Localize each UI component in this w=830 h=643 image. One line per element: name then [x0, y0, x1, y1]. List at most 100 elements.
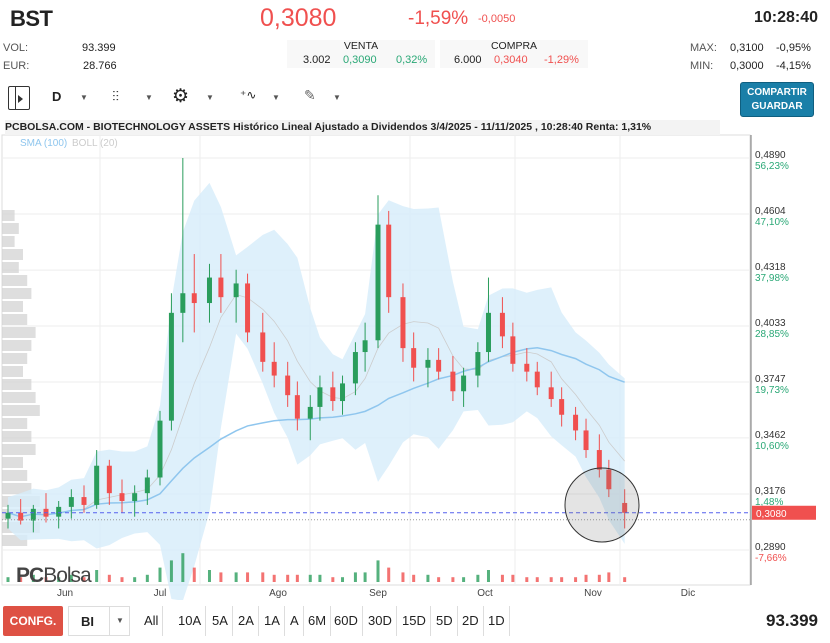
- y-tick-label: 0,2890: [755, 542, 786, 553]
- candle-body: [362, 340, 368, 353]
- period-2d[interactable]: 2D: [458, 606, 484, 636]
- max-pct: -0,95%: [776, 42, 811, 54]
- candle-body: [119, 493, 125, 501]
- volume-bar: [286, 574, 290, 582]
- volume-profile-bar: [2, 223, 19, 234]
- candle-body: [294, 395, 300, 419]
- x-tick-label: Dic: [681, 588, 695, 599]
- candle-body: [260, 332, 266, 362]
- compra-price: 0,3040: [494, 54, 528, 66]
- volume-bar: [133, 577, 137, 582]
- max-value: 0,3100: [730, 42, 764, 54]
- volume-bar: [623, 577, 627, 582]
- volume-profile-bar: [2, 392, 36, 403]
- volume-profile-bar: [2, 535, 28, 546]
- period-2a[interactable]: 2A: [234, 606, 259, 636]
- candle-body: [94, 465, 100, 505]
- venta-panel: VENTA 3.002 0,3090 0,32%: [287, 40, 435, 68]
- x-tick-label: Sep: [369, 588, 387, 599]
- volume-bar: [535, 577, 539, 582]
- period-10a[interactable]: 10A: [174, 606, 207, 636]
- vol-label: VOL:: [3, 42, 29, 54]
- volume-bar: [607, 572, 611, 582]
- candle-body: [386, 224, 392, 298]
- volume-bar: [476, 574, 480, 582]
- volume-bar: [6, 577, 10, 582]
- share-save-button[interactable]: COMPARTIR GUARDAR: [740, 82, 814, 117]
- candle-body: [271, 361, 277, 376]
- period-select[interactable]: D: [52, 89, 62, 104]
- save-label[interactable]: GUARDAR: [751, 101, 803, 112]
- period-6m[interactable]: 6M: [304, 606, 332, 636]
- volume-bar: [272, 574, 276, 582]
- volume-bar: [549, 577, 553, 582]
- period-60d[interactable]: 60D: [330, 606, 363, 636]
- time: 10:28:40: [753, 9, 818, 26]
- candle-body: [352, 352, 358, 384]
- candle-body: [180, 293, 186, 313]
- volume-profile-bar: [2, 301, 23, 312]
- volume-profile-bar: [2, 418, 28, 429]
- chevron-down-icon[interactable]: ▼: [80, 93, 88, 102]
- volume-bar: [597, 574, 601, 582]
- candle-body: [475, 352, 481, 376]
- period-5d[interactable]: 5D: [432, 606, 458, 636]
- chevron-down-icon[interactable]: ▼: [272, 93, 280, 102]
- volume-bar: [341, 577, 345, 582]
- last-price-tag-label: 0,3080: [756, 509, 787, 520]
- period-15d[interactable]: 15D: [398, 606, 431, 636]
- volume-profile-bar: [2, 327, 36, 338]
- chevron-down-icon[interactable]: ▼: [109, 607, 130, 635]
- period-1a[interactable]: 1A: [260, 606, 285, 636]
- panel-toggle-icon[interactable]: [8, 86, 30, 110]
- volume-bar: [462, 577, 466, 582]
- period-5a[interactable]: 5A: [208, 606, 233, 636]
- volume-bar: [412, 574, 416, 582]
- candle-body: [375, 224, 381, 341]
- candle-body: [559, 399, 565, 415]
- chart-type-select[interactable]: BI ▼: [68, 606, 130, 636]
- candle-body: [485, 312, 491, 353]
- candle-body: [168, 312, 174, 421]
- indicators-icon[interactable]: ⁺∿: [240, 88, 257, 102]
- eur-value: 28.766: [83, 60, 117, 72]
- candle-body: [400, 297, 406, 349]
- candle-body: [411, 348, 417, 368]
- draw-tools-icon[interactable]: ✎: [304, 87, 316, 103]
- candle-body: [583, 430, 589, 451]
- volume-bar: [376, 560, 380, 582]
- chevron-down-icon[interactable]: ▼: [145, 93, 153, 102]
- volume-bar: [295, 574, 299, 582]
- candle-body: [56, 506, 62, 517]
- gear-icon[interactable]: ⚙: [172, 86, 190, 107]
- period-a[interactable]: A: [286, 606, 304, 636]
- symbol: BST: [10, 6, 53, 31]
- vol-value: 93.399: [82, 42, 116, 54]
- volume-profile-bar: [2, 483, 32, 494]
- chevron-down-icon[interactable]: ▼: [206, 93, 214, 102]
- chart-type-value: BI: [81, 614, 94, 629]
- config-button[interactable]: CONFG.: [3, 606, 63, 636]
- volume-bar: [120, 577, 124, 582]
- volume-bar: [363, 572, 367, 582]
- volume-bar: [525, 577, 529, 582]
- chevron-down-icon[interactable]: ▼: [333, 93, 341, 102]
- volume-bar: [437, 577, 441, 582]
- candle-body: [68, 497, 74, 507]
- volume-profile-bar: [2, 275, 28, 286]
- highlight-circle: [564, 467, 640, 543]
- share-label[interactable]: COMPARTIR: [747, 87, 807, 98]
- y-tick-percent: 28,85%: [755, 329, 789, 340]
- y-tick-percent: 19,73%: [755, 385, 789, 396]
- candle-body: [534, 371, 540, 388]
- y-tick-label: 0,4890: [755, 150, 786, 161]
- period-all[interactable]: All: [140, 606, 164, 636]
- candlestick-icon[interactable]: ⫶⫶: [112, 88, 119, 104]
- candle-body: [285, 375, 291, 396]
- period-1d[interactable]: 1D: [484, 606, 510, 636]
- period-30d[interactable]: 30D: [364, 606, 397, 636]
- volume-bar: [19, 577, 23, 582]
- candle-body: [5, 512, 11, 519]
- volume-bar: [401, 572, 405, 582]
